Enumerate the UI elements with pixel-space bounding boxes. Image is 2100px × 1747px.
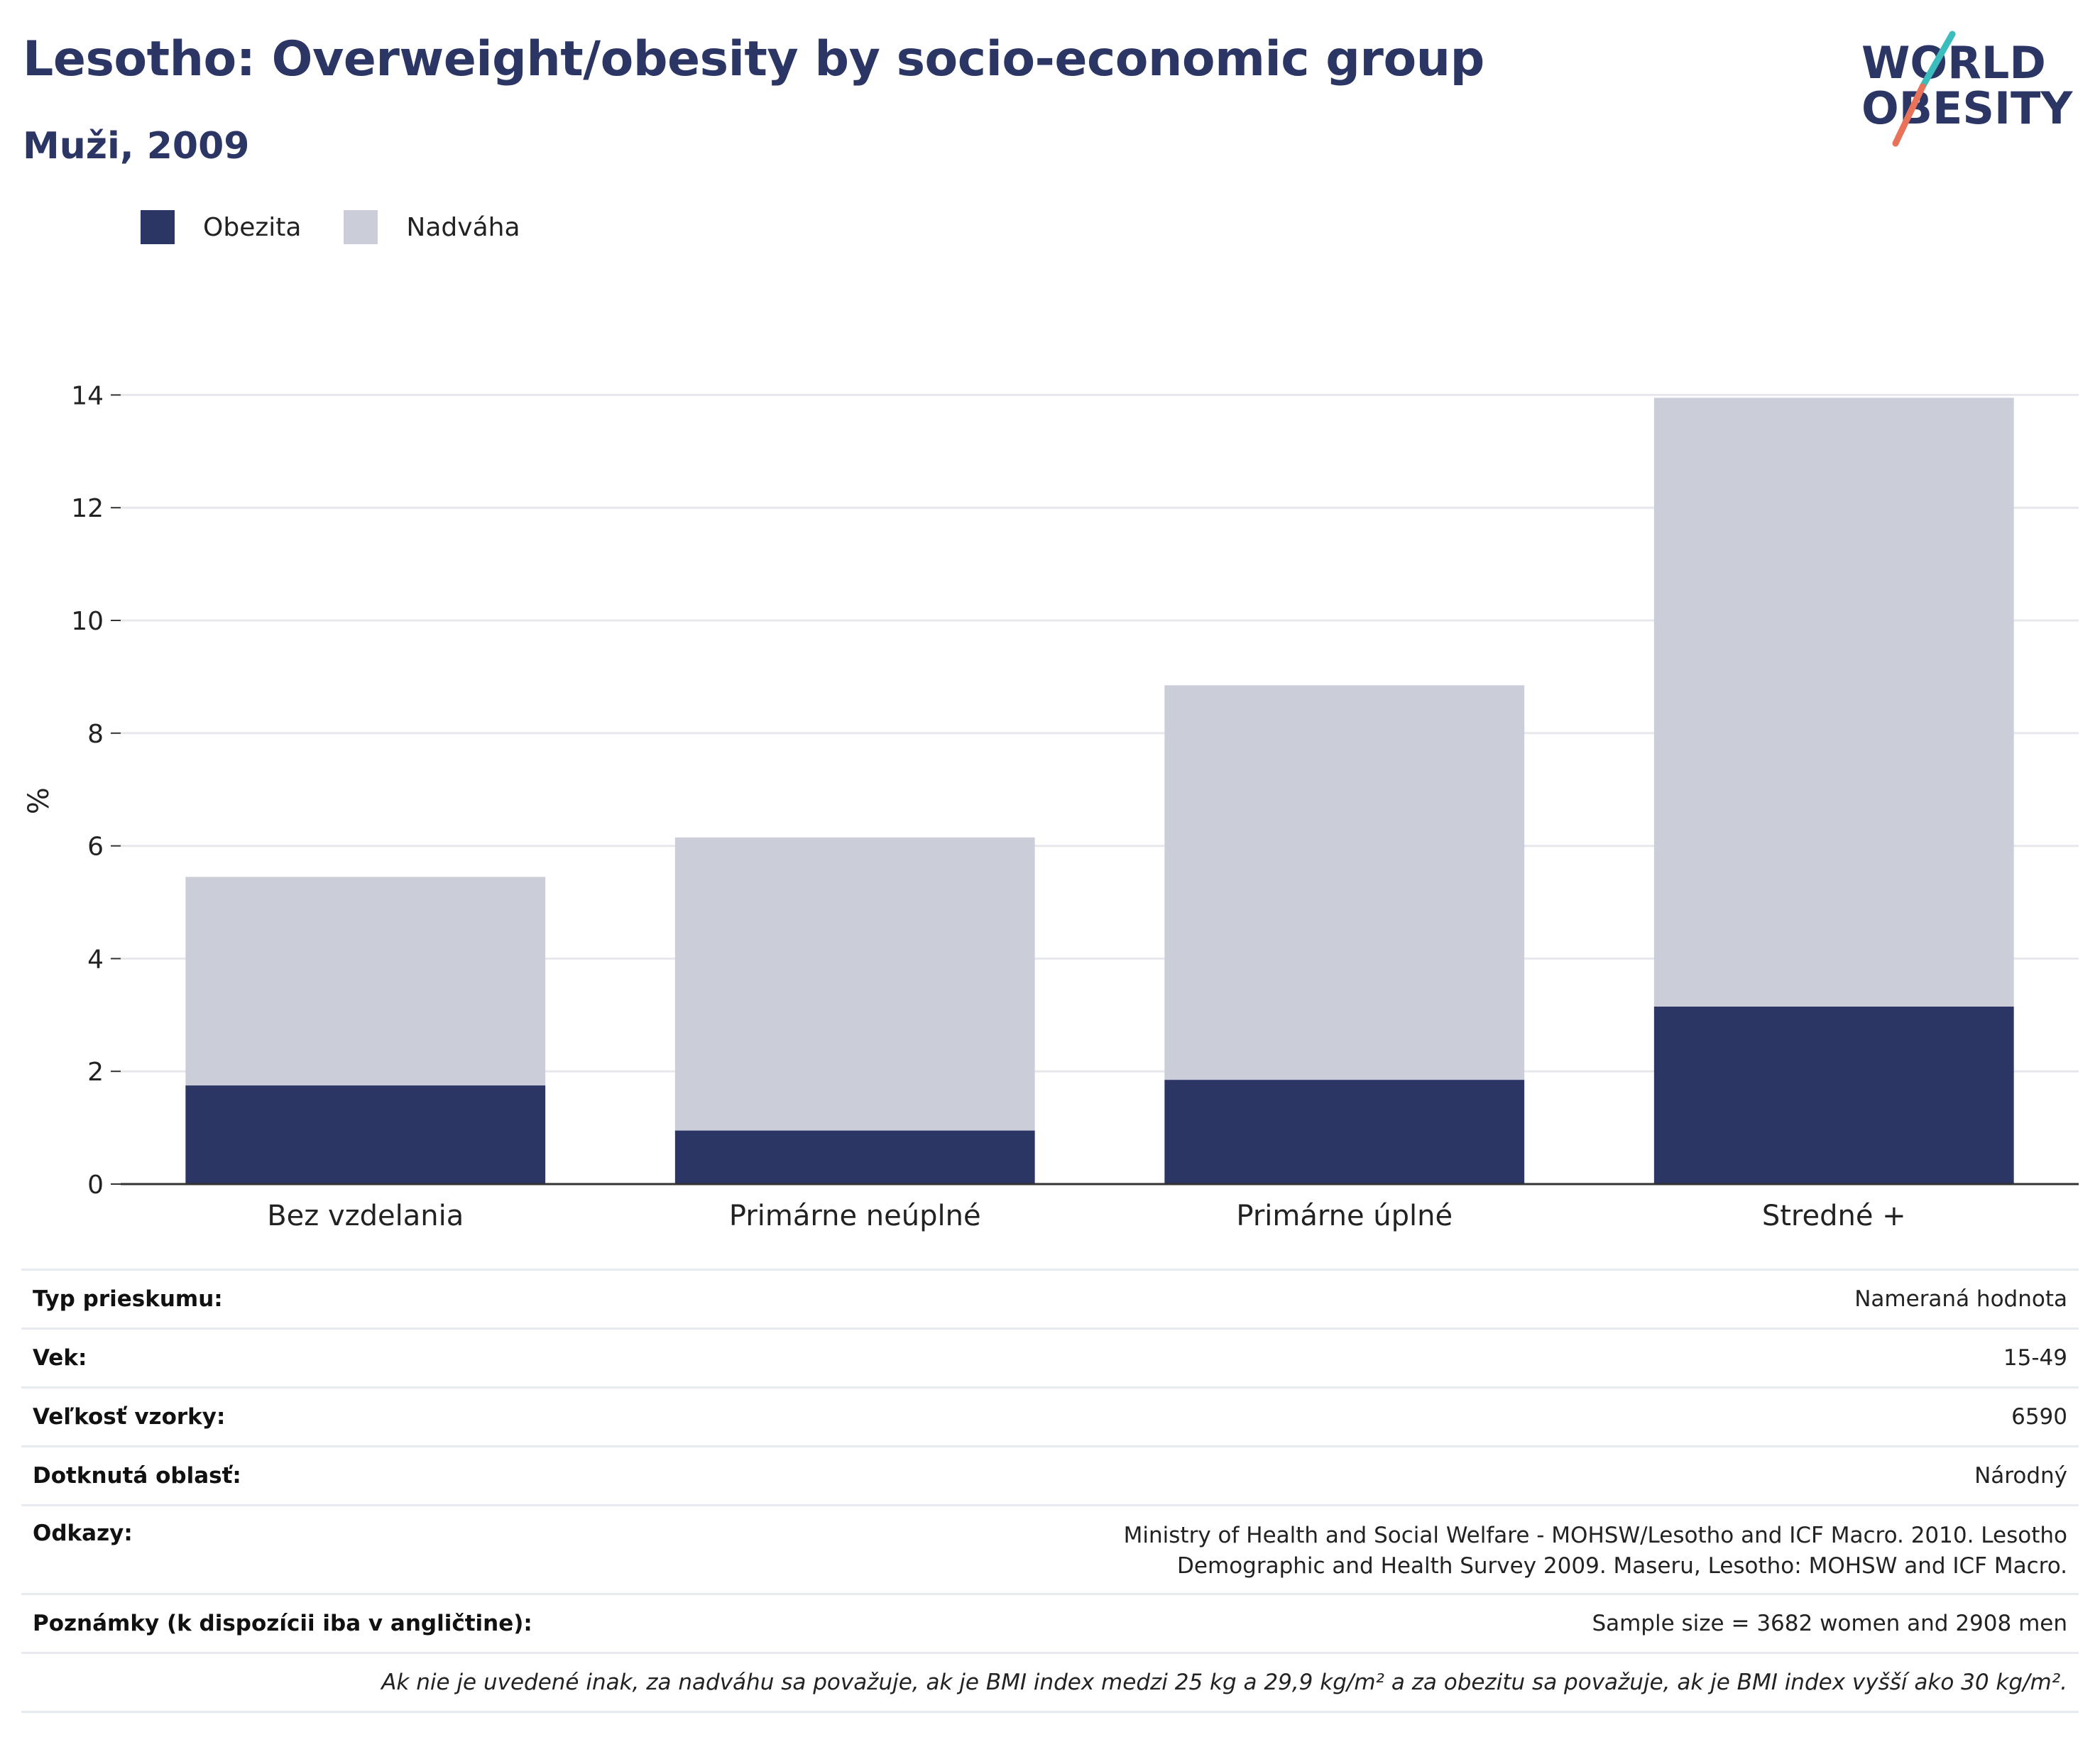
bar-obezita-1: [185, 1085, 546, 1184]
info-value: Ministry of Health and Social Welfare - …: [1123, 1523, 2067, 1579]
info-row: Odkazy: Ministry of Health and Social We…: [21, 1506, 2079, 1594]
y-tick-label: 2: [87, 1058, 104, 1087]
y-tick-label: 12: [71, 494, 104, 523]
legend-label: Nadváha: [406, 212, 520, 242]
x-tick-label: Stredné +: [1762, 1200, 1906, 1232]
x-tick-label: Primárne neúplné: [729, 1200, 981, 1232]
info-key: Veľkosť vzorky:: [33, 1404, 226, 1430]
bar-chart: 0 2 4 6 8 10 12 14% Bez vzdelania Primárne neúpln…: [23, 381, 2079, 1232]
footnote: Ak nie je uvedené inak, za nadváhu sa po…: [381, 1670, 2067, 1695]
y-axis-label: %: [23, 787, 55, 814]
y-tick-label: 0: [87, 1171, 104, 1200]
legend-swatch: [141, 210, 175, 244]
legend-label: Obezita: [203, 212, 302, 242]
legend-item-obezita[interactable]: Obezita: [141, 210, 301, 244]
legend-item-nadvaha[interactable]: Nadváha: [344, 210, 520, 244]
logo-line-1: WORLD: [1861, 37, 2046, 89]
info-key: Odkazy:: [33, 1521, 133, 1546]
logo-line-2: OBESITY: [1861, 82, 2073, 134]
bar-nadvaha-1: [185, 877, 546, 1086]
info-value: 15-49: [2003, 1345, 2067, 1371]
bar-nadvaha-3: [1164, 685, 1525, 1080]
info-key: Vek:: [33, 1345, 87, 1371]
y-tick-label: 8: [87, 720, 104, 749]
x-tick-label: Bez vzdelania: [267, 1200, 464, 1232]
info-key: Typ prieskumu:: [33, 1286, 223, 1312]
info-row: Dotknutá oblasť: Národný: [21, 1447, 2079, 1506]
info-key: Poznámky (k dispozícii iba v angličtine)…: [33, 1611, 532, 1636]
legend-swatch: [344, 210, 378, 244]
page-title: Lesotho: Overweight/obesity by socio-eco…: [23, 31, 1484, 87]
bar-obezita-2: [674, 1130, 1035, 1184]
page-subtitle: Muži, 2009: [23, 125, 250, 168]
bar-obezita-3: [1164, 1080, 1525, 1184]
survey-info-table: Typ prieskumu: Nameraná hodnota Vek: 15-…: [21, 1269, 2079, 1713]
info-key: Dotknutá oblasť:: [33, 1463, 241, 1489]
info-row: Ak nie je uvedené inak, za nadváhu sa po…: [21, 1653, 2079, 1712]
y-tick-label: 6: [87, 833, 104, 862]
info-row: Poznámky (k dispozícii iba v angličtine)…: [21, 1594, 2079, 1653]
y-tick-label: 14: [71, 381, 104, 410]
info-row: Veľkosť vzorky: 6590: [21, 1388, 2079, 1447]
info-value: Národný: [1974, 1462, 2067, 1489]
y-tick-label: 4: [87, 945, 104, 974]
bar-nadvaha-2: [674, 837, 1035, 1131]
info-value: 6590: [2011, 1403, 2067, 1430]
info-value: Sample size = 3682 women and 2908 men: [1592, 1610, 2067, 1636]
chart-legend: Obezita Nadváha: [141, 210, 563, 244]
bar-obezita-4: [1653, 1006, 2014, 1184]
info-value: Nameraná hodnota: [1854, 1286, 2067, 1312]
info-row: Typ prieskumu: Nameraná hodnota: [21, 1269, 2079, 1329]
y-tick-label: 10: [71, 607, 104, 636]
world-obesity-logo: WORLD OBESITY: [1861, 31, 2073, 147]
bar-nadvaha-4: [1653, 398, 2014, 1007]
x-tick-label: Primárne úplné: [1236, 1200, 1453, 1232]
info-row: Vek: 15-49: [21, 1329, 2079, 1388]
